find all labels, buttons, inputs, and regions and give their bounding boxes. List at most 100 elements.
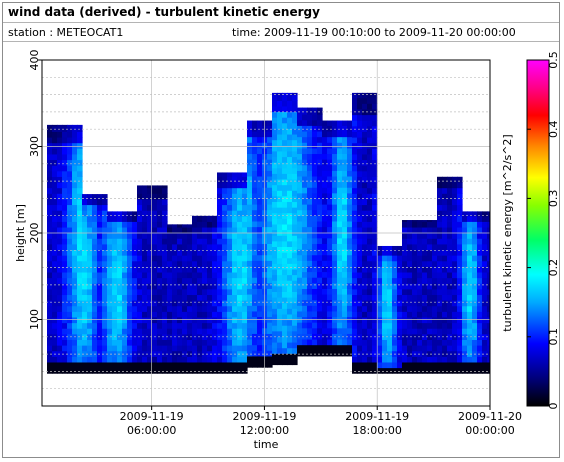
heatmap-cell: [247, 215, 253, 222]
heatmap-cell: [472, 260, 478, 267]
heatmap-cell: [357, 249, 363, 256]
heatmap-cell: [237, 249, 243, 256]
heatmap-cell: [47, 243, 53, 251]
heatmap-cell: [202, 311, 208, 318]
heatmap-cell: [152, 210, 158, 217]
heatmap-cell: [207, 221, 213, 228]
heatmap-cell: [137, 187, 143, 194]
heatmap-cell: [302, 220, 308, 228]
heatmap-cell: [272, 184, 278, 191]
heatmap-cell: [302, 159, 308, 166]
heatmap-cell: [402, 260, 408, 267]
heatmap-cell: [127, 226, 133, 234]
heatmap-cell: [207, 271, 213, 279]
heatmap-cell: [367, 260, 373, 267]
heatmap-cell: [187, 294, 193, 301]
heatmap-cell: [257, 220, 263, 228]
heatmap-cell: [452, 316, 458, 324]
heatmap-cell: [367, 361, 373, 369]
heatmap-cell: [252, 136, 258, 143]
heatmap-cell: [262, 187, 268, 194]
heatmap-cell: [352, 193, 358, 200]
heatmap-cell: [67, 249, 73, 256]
heatmap-cell: [387, 328, 393, 335]
heatmap-cell: [437, 221, 443, 228]
heatmap-cell: [167, 288, 173, 296]
heatmap-cell: [347, 209, 353, 216]
heatmap-cell: [472, 211, 478, 217]
heatmap-cell: [102, 328, 108, 335]
heatmap-cell: [322, 327, 328, 334]
heatmap-cell: [212, 311, 218, 318]
heatmap-cell: [197, 232, 203, 239]
heatmap-cell: [77, 322, 83, 329]
heatmap-cell: [412, 316, 418, 324]
heatmap-cell: [167, 345, 173, 352]
heatmap-cell: [372, 271, 378, 279]
heatmap-cell: [432, 249, 438, 256]
heatmap-cell: [387, 294, 393, 301]
heatmap-cell: [242, 238, 248, 245]
heatmap-cell: [167, 294, 173, 301]
heatmap-cell: [82, 266, 88, 273]
heatmap-cell: [77, 148, 83, 155]
heatmap-cell: [442, 322, 448, 329]
colorbar-tick-label: 0.5: [547, 51, 560, 69]
heatmap-cell: [172, 266, 178, 273]
heatmap-cell: [82, 271, 88, 279]
heatmap-cell: [377, 266, 383, 273]
heatmap-cell: [192, 260, 198, 267]
heatmap-cell: [452, 226, 458, 234]
heatmap-cell: [322, 204, 328, 211]
heatmap-cell: [222, 176, 228, 183]
heatmap-cell: [72, 249, 78, 256]
heatmap-cell: [57, 181, 63, 189]
heatmap-cell: [332, 232, 338, 239]
heatmap-cell: [312, 220, 318, 228]
heatmap-cell: [437, 266, 443, 273]
heatmap-cell: [87, 345, 93, 352]
heatmap-cell: [247, 338, 253, 346]
heatmap-cell: [62, 255, 68, 262]
heatmap-cell: [382, 271, 388, 279]
heatmap-cell: [252, 277, 258, 284]
heatmap-cell: [367, 181, 373, 189]
heatmap-cell: [62, 367, 68, 374]
heatmap-cell: [412, 249, 418, 256]
heatmap-cell: [487, 260, 490, 267]
heatmap-cell: [82, 300, 88, 307]
heatmap-cell: [102, 294, 108, 301]
heatmap-cell: [247, 361, 253, 368]
heatmap-cell: [282, 145, 288, 152]
heatmap-cell: [157, 193, 163, 200]
heatmap-cell: [397, 367, 403, 374]
heatmap-cell: [57, 221, 63, 228]
heatmap-cell: [112, 322, 118, 329]
heatmap-cell: [132, 311, 138, 318]
heatmap-cell: [397, 328, 403, 335]
heatmap-cell: [427, 361, 433, 369]
heatmap-cell: [272, 325, 278, 332]
heatmap-cell: [162, 300, 168, 307]
heatmap-cell: [262, 361, 268, 368]
heatmap-cell: [137, 232, 143, 239]
heatmap-cell: [352, 136, 358, 144]
heatmap-cell: [257, 187, 263, 194]
heatmap-cell: [267, 333, 273, 340]
heatmap-cell: [142, 187, 148, 194]
heatmap-cell: [77, 215, 83, 222]
heatmap-cell: [322, 310, 328, 318]
heatmap-cell: [487, 316, 490, 324]
heatmap-cell: [47, 181, 53, 189]
y-tick-label: 400: [28, 50, 41, 71]
heatmap-cell: [447, 204, 453, 211]
heatmap-cell: [62, 243, 68, 251]
heatmap-cell: [337, 232, 343, 239]
heatmap-cell: [57, 345, 63, 352]
heatmap-cell: [267, 204, 273, 211]
heatmap-cell: [82, 255, 88, 262]
heatmap-cell: [362, 238, 368, 245]
colorbar: [526, 59, 550, 407]
heatmap-cell: [457, 215, 463, 222]
heatmap-cell: [57, 266, 63, 273]
